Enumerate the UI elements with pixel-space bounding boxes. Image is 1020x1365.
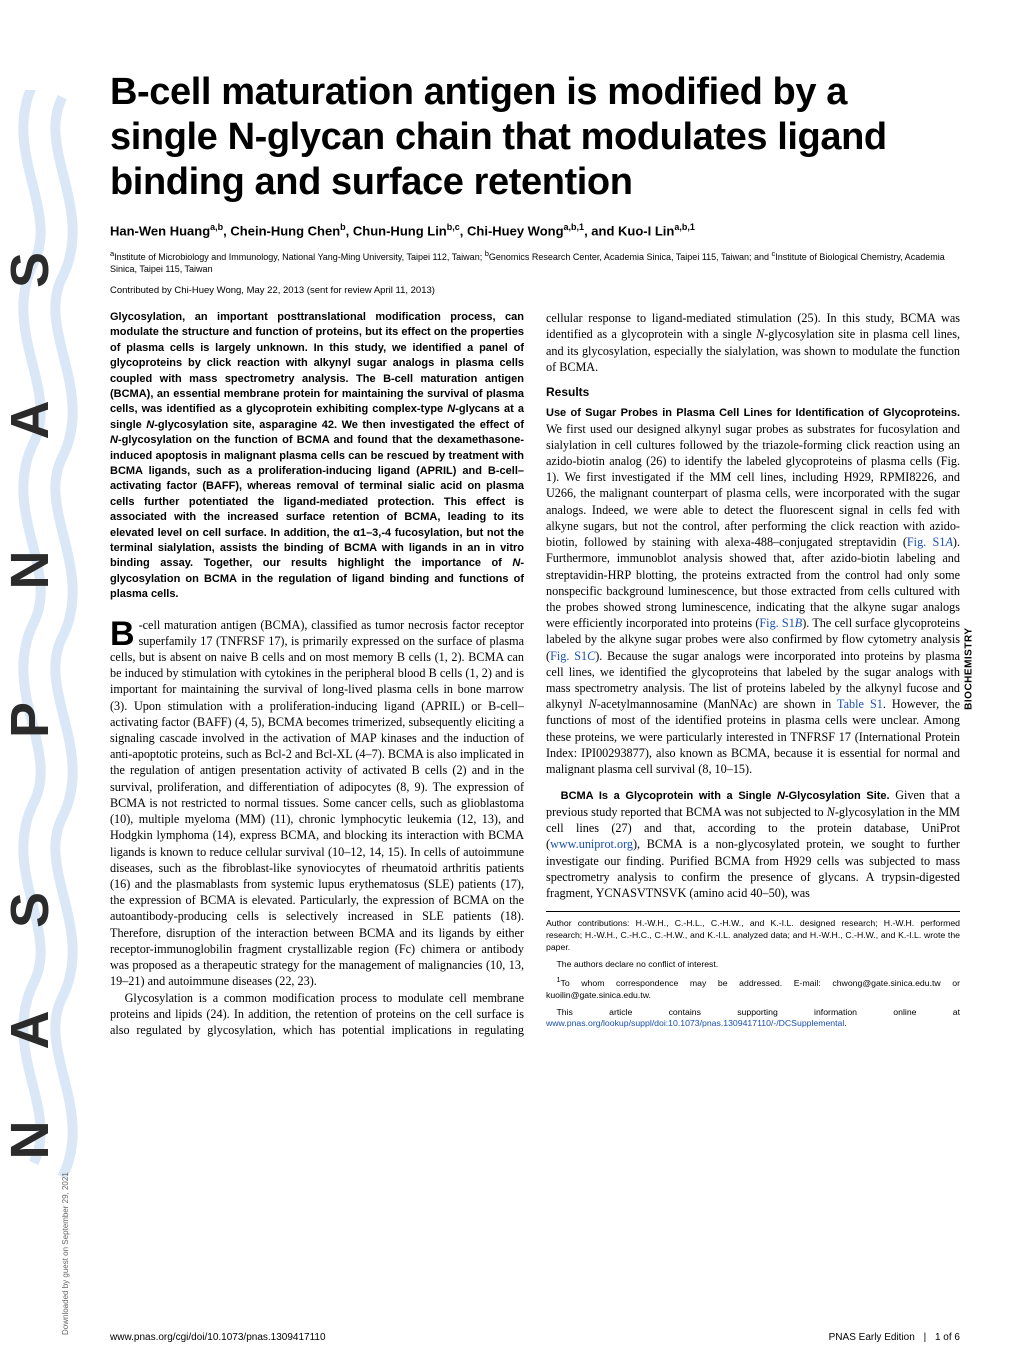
conflict-statement: The authors declare no conflict of inter…: [546, 959, 960, 971]
results-paragraph-1: Use of Sugar Probes in Plasma Cell Lines…: [546, 404, 960, 777]
results-heading: Results: [546, 385, 960, 401]
correspondence: 1To whom correspondence may be addressed…: [546, 975, 960, 1001]
author-line: Han-Wen Huanga,b, Chein-Hung Chenb, Chun…: [110, 222, 960, 238]
abstract: Glycosylation, an important posttranslat…: [110, 310, 524, 602]
footnote-rule: [546, 911, 960, 912]
footer-page-info: 1 of 6: [935, 1332, 960, 1343]
page: S A N P S A N BIOCHEMISTRY Downloaded by…: [0, 0, 1020, 1365]
svg-text:S: S: [8, 252, 60, 288]
svg-text:P: P: [8, 702, 60, 738]
footer-separator: |: [918, 1332, 933, 1343]
footer-pnas-label: PNAS Early Edition: [829, 1332, 915, 1343]
svg-text:N: N: [8, 551, 60, 590]
svg-text:S: S: [8, 892, 60, 928]
section-category-label: BIOCHEMISTRY: [963, 626, 974, 712]
pnas-side-logo: S A N P S A N: [8, 90, 88, 1190]
results-runin-2: BCMA Is a Glycoprotein with a Single N-G…: [561, 790, 890, 802]
results-paragraph-2: BCMA Is a Glycoprotein with a Single N-G…: [546, 787, 960, 901]
results-runin-1: Use of Sugar Probes in Plasma Cell Lines…: [546, 407, 960, 419]
body-columns: Glycosylation, an important posttranslat…: [110, 310, 960, 1038]
author-contributions: Author contributions: H.-W.H., C.-H.L., …: [546, 918, 960, 953]
svg-text:N: N: [8, 1121, 60, 1160]
intro-paragraph-1: B-cell maturation antigen (BCMA), classi…: [110, 617, 524, 990]
contributed-line: Contributed by Chi-Huey Wong, May 22, 20…: [110, 285, 960, 296]
footer-right: PNAS Early Edition | 1 of 6: [829, 1332, 960, 1343]
download-stamp: Downloaded by guest on September 29, 202…: [61, 1172, 70, 1335]
footnotes-block: Author contributions: H.-W.H., C.-H.L., …: [546, 911, 960, 1030]
page-footer: www.pnas.org/cgi/doi/10.1073/pnas.130941…: [110, 1332, 960, 1343]
affiliations: aInstitute of Microbiology and Immunolog…: [110, 249, 960, 275]
svg-text:A: A: [8, 1011, 60, 1050]
dropcap: B: [110, 617, 139, 649]
article-title: B-cell maturation antigen is modified by…: [110, 70, 960, 204]
supporting-info: This article contains supporting informa…: [546, 1007, 960, 1030]
svg-text:A: A: [8, 401, 60, 440]
footer-doi: www.pnas.org/cgi/doi/10.1073/pnas.130941…: [110, 1332, 326, 1343]
